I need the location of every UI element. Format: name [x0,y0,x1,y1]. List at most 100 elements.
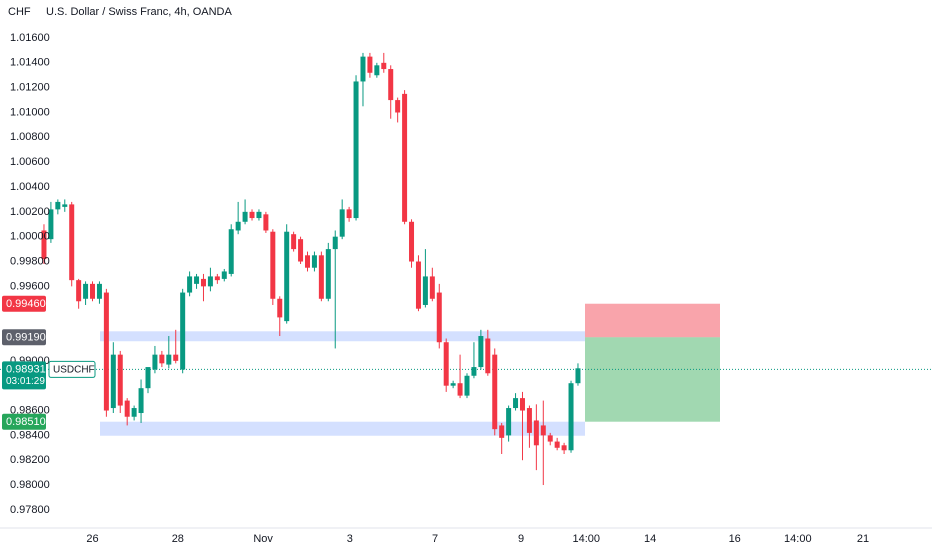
candle-body [277,298,283,318]
candle-body [519,398,525,411]
candle-body [173,354,179,361]
candle-body [200,278,206,287]
candle-body [554,441,560,448]
candle-body [110,354,116,409]
candle-body [533,420,539,446]
candle-body [152,354,158,370]
zone [100,331,585,342]
candle-body [103,292,109,411]
y-tick-label: 0.97800 [10,504,50,516]
candle-body [159,354,165,364]
candle-body [339,209,345,237]
x-tick-label: 28 [172,533,184,545]
candle-body [55,201,61,210]
price-tag-label: 0.99190 [6,332,46,344]
y-tick-label: 1.00000 [10,231,50,243]
last-price-tag [2,361,46,390]
candle-body [346,209,352,219]
y-tick-label: 0.98200 [10,454,50,466]
candle-body [547,435,553,442]
candle-body [249,211,255,219]
candle-body [464,375,470,396]
candle-body [443,342,449,386]
candle-body [263,214,269,231]
x-tick-label: 14:00 [573,533,601,545]
candle-body [187,276,193,293]
candle-body [221,271,227,279]
candle-body [180,292,186,370]
candle-body [513,398,519,409]
candle-body [166,354,172,365]
candle-body [457,383,463,396]
x-tick-label: Nov [253,533,273,545]
y-tick-label: 0.99800 [10,255,50,267]
stop-area [585,303,720,338]
x-tick-label: 3 [347,533,353,545]
candle-body [318,255,324,299]
candle-body [526,408,532,433]
candle-body [256,211,262,219]
symbol-tag [48,360,96,378]
zone [100,421,585,436]
price-tag-label: 0.98510 [6,416,46,428]
candle-body [409,221,415,262]
y-tick-label: 1.00800 [10,131,50,143]
y-tick-label: 0.99600 [10,280,50,292]
x-tick-label: 16 [729,533,741,545]
y-tick-label: 1.01400 [10,57,50,69]
candle-body [506,408,512,436]
candle-body [96,283,102,299]
price-tag [2,329,46,346]
candle-body [270,231,276,299]
candle-body [436,292,442,343]
candle-body [138,388,144,414]
y-tick-label: 1.01600 [10,32,50,44]
candle-body [235,221,241,231]
candle-body [415,261,421,309]
candle-body [360,56,366,82]
y-tick-label: 1.00400 [10,181,50,193]
candle-body [374,65,380,76]
candle-body [381,62,387,70]
candle-body [298,239,304,262]
candle-body [41,230,47,260]
candle-body [402,93,408,222]
last-price-label: 0.98931 [6,363,46,375]
y-tick-label: 1.01000 [10,106,50,118]
candle-body [325,249,331,299]
candle-body [367,56,373,73]
candle-body [540,425,546,436]
candle-body [304,255,310,268]
x-tick-label: 26 [86,533,98,545]
candle-body [194,276,200,284]
candle-body [131,408,137,417]
symbol-label: USDCHF [53,365,95,376]
candle-body [429,276,435,299]
price-tag [2,413,46,430]
candle-body [561,445,567,451]
candle-body [83,283,89,299]
y-tick-label: 0.98600 [10,404,50,416]
candle-body [291,234,297,250]
candle-body [228,229,234,274]
price-tag-label: 0.99460 [6,298,46,310]
candle-body [62,204,68,207]
candle-body [353,81,359,219]
candle-body [76,280,82,302]
x-tick-label: 21 [857,533,869,545]
x-tick-label: 7 [432,533,438,545]
countdown: 03:01:29 [6,376,45,387]
candle-body [568,383,574,451]
candle-body [69,204,75,281]
candle-body [145,367,151,389]
candle-body [388,69,394,101]
candle-body [311,255,317,268]
candle-body [117,354,123,406]
candle-body [492,354,498,430]
x-tick-label: 14:00 [784,533,812,545]
candle-body [575,368,581,384]
candle-body [471,367,477,376]
currency: CHF [8,6,31,18]
price-tag [2,295,46,312]
